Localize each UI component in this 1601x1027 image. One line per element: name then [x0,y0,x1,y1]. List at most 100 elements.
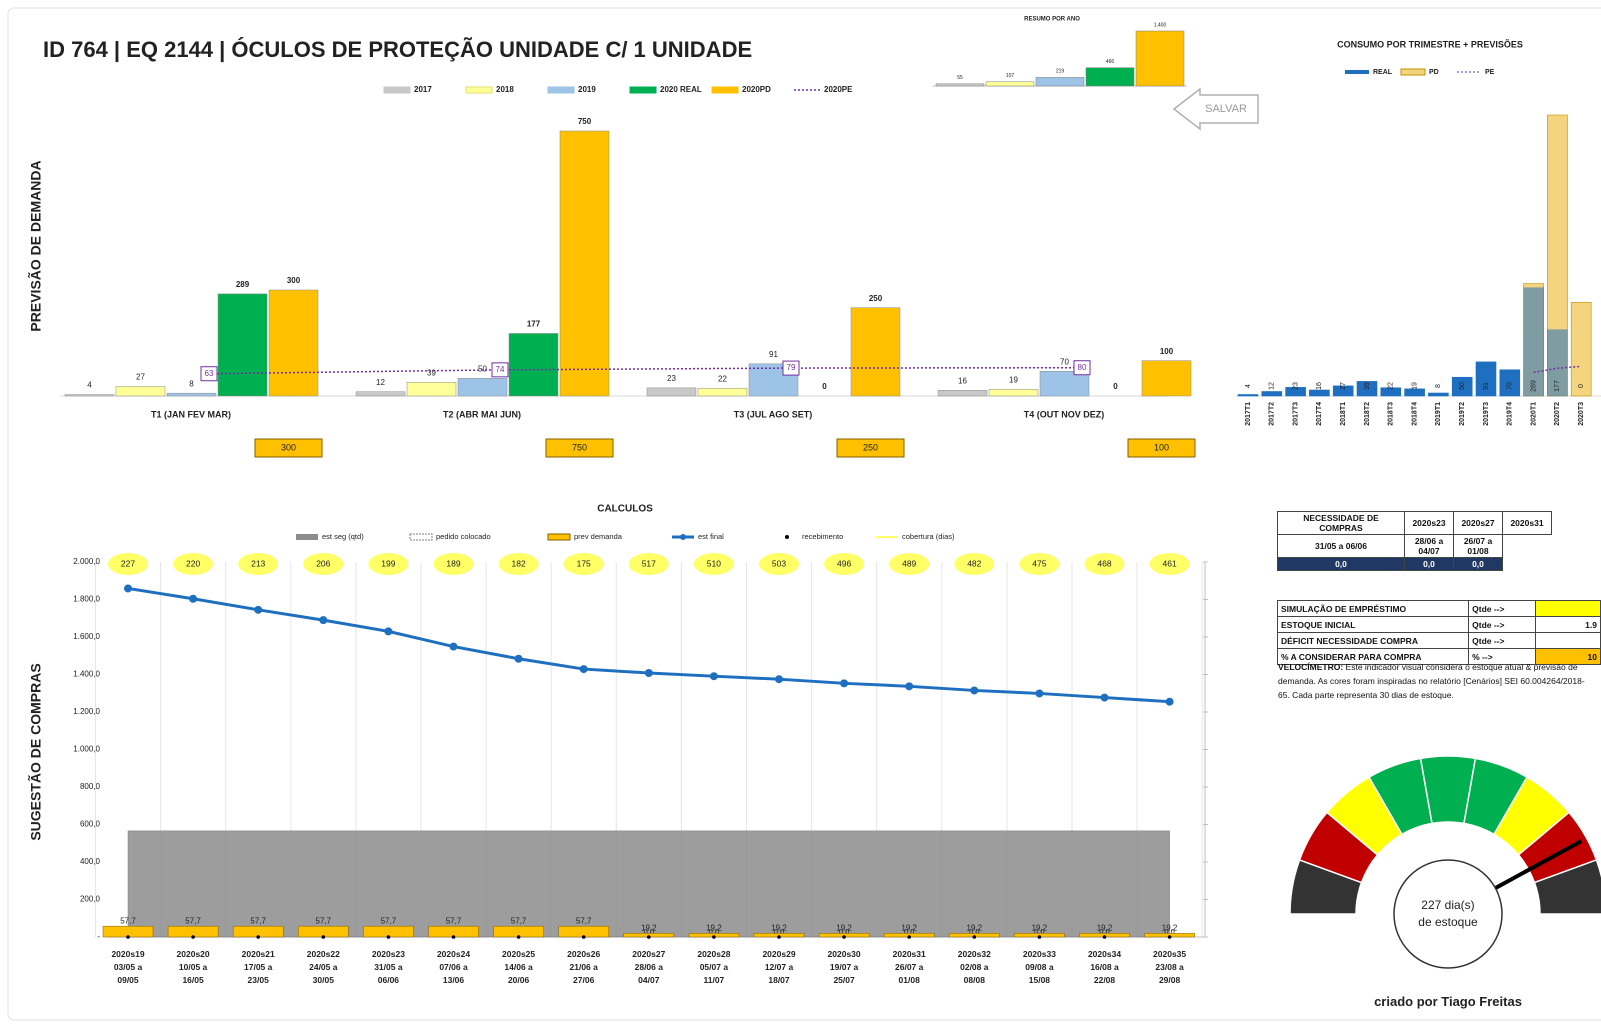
bar [166,392,217,397]
data-label: 219 [1056,69,1065,75]
data-label: 12 [1269,382,1276,390]
save-arrow[interactable] [1172,87,1259,131]
line-point [200,366,218,382]
bar [1309,389,1330,397]
bar [268,289,319,397]
legend-label: 2019 [578,85,596,94]
bar [937,390,988,397]
label-bubble [498,553,539,575]
line-point [1073,360,1091,376]
save-label[interactable]: SALVAR [1205,103,1247,115]
data-label: 289 [236,280,250,289]
data-label: 19,2 [641,924,657,933]
point [581,935,586,939]
label-bubble [693,553,734,575]
data-label: 8 [189,379,194,388]
label-bubble [628,553,669,575]
legend-swatch [711,86,739,94]
data-label: 0,0 [969,927,979,936]
y-tick-label: - [97,932,100,941]
legend-label: prev demanda [574,532,623,541]
legend-label: 2020PD [742,85,771,94]
x-tick-label: 2017T4 [1316,402,1323,426]
legend-label: REAL [1373,69,1393,76]
bar [1451,376,1473,397]
x-tick-label: 2020T1 [1530,402,1537,426]
legend-label: cobertura (dias) [902,532,955,541]
gauge-unit: dia(s) de estoque [1418,898,1478,929]
bar [1135,30,1185,87]
data-label: 39 [1364,382,1371,390]
point [647,935,651,939]
cell: SIMULAÇÃO DE EMPRÉSTIMO [1276,600,1470,617]
x-tick-label: 2020s30 19/07 a 25/07 [827,949,861,985]
data-label: 0,0 [709,927,719,936]
data-label: 80 [1078,363,1087,372]
y-tick-label: 400,0 [80,857,101,866]
data-label: 16 [1316,382,1323,390]
bar [1547,329,1568,397]
data-label: 57,7 [185,916,201,925]
line-point [189,594,198,603]
x-tick-label: 2020s22 24/05 a 30/05 [306,949,340,985]
line-point [709,672,718,681]
data-label: 19,2 [901,924,917,933]
cell: Qtde --> [1468,600,1537,617]
footer: criado por Tiago Freitas [1374,994,1522,1009]
cell: DÉFICIT NECESSIDADE COMPRA [1276,632,1470,649]
point [842,935,846,939]
bar [406,381,457,397]
line-series [208,366,1083,375]
data-label: 19,2 [1032,924,1048,933]
data-label: 0,0 [1034,927,1044,936]
y-axis-label: PREVISÃO DE DEMANDA [27,160,44,331]
cell: Qtde --> [1468,632,1537,649]
label-bubble [433,553,474,575]
x-tick-label: 2018T3 [1388,402,1395,426]
bar [1085,67,1135,87]
cell: 31/05 a 06/06 [1277,534,1405,558]
bar [1380,387,1402,397]
data-label: 39 [427,368,436,377]
bar [1039,371,1090,397]
x-tick-label: 2019T2 [1459,402,1466,426]
x-tick-label: T1 (JAN FEV MAR) [151,409,231,419]
y-tick-label: 1.400,0 [73,670,100,679]
frame [7,7,1601,1021]
data-label: 489 [902,558,916,568]
point [1102,935,1107,939]
data-label: 91 [1483,382,1490,390]
chart-title: RESUMO POR ANO [1024,17,1080,23]
data-label: 0,0 [904,927,914,936]
legend-swatch [296,534,318,540]
cell: 0,0 [1277,557,1405,571]
gauge-hub [1393,859,1503,969]
row: DÉFICIT NECESSIDADE COMPRA Qtde --> [1276,632,1601,649]
save-button[interactable]: SALVAR [1172,87,1259,131]
data-label: 57,7 [250,916,266,925]
x-tick-label: 2017T1 [1245,402,1252,426]
data-label: 475 [1032,558,1046,568]
simulation-table: SIMULAÇÃO DE EMPRÉSTIMO Qtde --> ESTOQUE I… [1276,600,1601,665]
x-tick-label: 2020s27 28/06 a 04/07 [632,949,666,985]
row: ESTOQUE INICIAL Qtde --> 1.9 [1276,616,1601,633]
data-label: 27 [136,373,145,382]
bar [1428,392,1449,397]
data-label: 0 [1113,382,1118,391]
row: 0,0 0,0 0,0 [1277,557,1552,571]
data-label: 55 [957,75,963,81]
data-label: 50 [478,364,487,373]
data-label: 8 [1435,384,1442,388]
cell [1535,632,1601,649]
line-point [782,360,800,376]
cell: 2020s31 [1502,511,1552,535]
label-bubble [108,553,148,575]
x-tick-label: 2020s21 17/05 a 23/05 [241,949,275,985]
data-label: 0,0 [839,927,849,936]
data-label: 482 [967,558,981,568]
data-label: 517 [642,558,656,568]
legend-swatch [547,86,575,94]
bar [988,389,1039,397]
